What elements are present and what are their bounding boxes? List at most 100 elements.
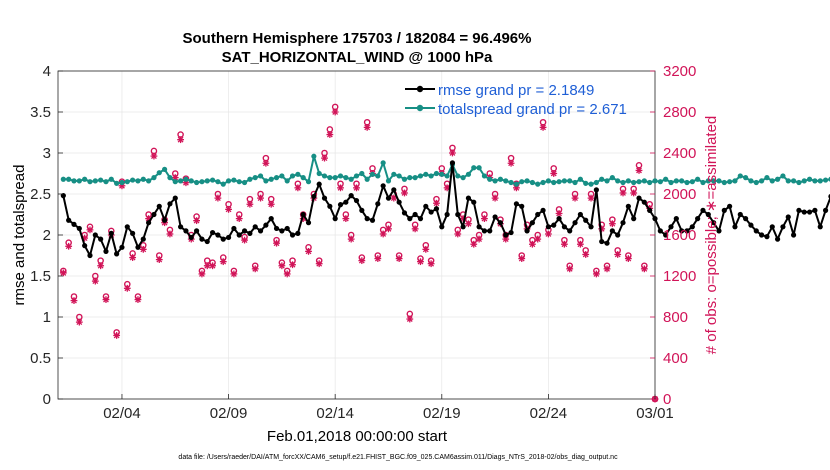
spread-point (481, 173, 488, 179)
left-tick-label: 3 (43, 145, 51, 162)
x-tick-label: 02/09 (210, 405, 248, 422)
spread-point (817, 178, 823, 184)
obs-assimilated-marker (491, 194, 499, 202)
rmse-point (98, 236, 104, 242)
obs-assimilated-marker (363, 123, 371, 131)
spread-point (636, 179, 642, 185)
rmse-point (135, 244, 141, 250)
rmse-point (284, 225, 290, 232)
spread-point (247, 176, 253, 182)
legend-spread-marker (416, 104, 424, 112)
obs-assimilated-marker (86, 226, 94, 234)
spread-point (146, 178, 152, 184)
spread-point (188, 178, 194, 184)
obs-assimilated-marker (566, 265, 574, 273)
obs-assimilated-marker (241, 236, 248, 244)
obs-assimilated-marker (624, 255, 632, 262)
rmse-point (114, 251, 120, 257)
spread-point (753, 179, 759, 186)
obs-assimilated-marker (395, 255, 403, 262)
left-tick-label: 4 (43, 63, 51, 80)
spread-point (167, 175, 173, 181)
spread-point (806, 176, 813, 182)
spread-point (231, 177, 237, 183)
rmse-point (172, 195, 178, 201)
spread-point (385, 178, 392, 184)
spread-point (774, 176, 781, 182)
obs-assimilated-marker (166, 230, 174, 238)
spread-point (423, 171, 429, 177)
rmse-point (162, 217, 168, 223)
rmse-point (300, 211, 306, 218)
rmse-point (177, 224, 184, 230)
obs-assimilated-marker (59, 269, 67, 277)
obs-assimilated-marker (587, 194, 595, 202)
spread-point (401, 176, 408, 182)
spread-point (391, 171, 397, 177)
right-axis-ticks: 0 400 800 1200 1600 2000 2400 2800 3200 (650, 63, 696, 408)
rmse-point (439, 224, 445, 230)
obs-assimilated-marker (251, 265, 259, 273)
rmse-point (476, 224, 482, 230)
spread-point (689, 179, 695, 185)
obs-assimilated-marker (134, 296, 142, 303)
spread-point (263, 178, 269, 184)
obs-assimilated-marker (150, 152, 158, 160)
obs-assimilated-marker (123, 284, 131, 292)
spread-point (513, 181, 520, 187)
obs-assimilated-marker (534, 235, 542, 243)
rmse-point (199, 236, 205, 242)
spread-point (300, 175, 306, 181)
rmse-point (716, 228, 722, 234)
spread-point (652, 178, 658, 184)
obs-assimilated-marker (75, 318, 83, 326)
spread-point (71, 178, 77, 184)
obs-assimilated-marker (214, 194, 222, 202)
left-tick-label: 1.5 (30, 268, 51, 285)
obs-assimilated-marker (427, 260, 435, 268)
rmse-point (151, 211, 157, 218)
rmse-point (76, 225, 82, 232)
rmse-point (268, 216, 274, 222)
rmse-point (103, 248, 109, 254)
spread-point (465, 171, 472, 177)
obs-assimilated-marker (321, 154, 328, 162)
rmse-point (743, 216, 749, 222)
x-axis-label: Feb.01,2018 00:00:00 start (267, 428, 448, 445)
obs-assimilated-marker (219, 258, 227, 266)
spread-point (236, 179, 242, 185)
spread-point (588, 181, 594, 187)
right-tick-label: 2800 (663, 104, 696, 121)
rmse-point (124, 224, 130, 230)
spread-point (76, 178, 82, 184)
obs-assimilated-marker (379, 230, 387, 238)
rmse-point (364, 216, 370, 222)
obs-assimilated-marker (209, 262, 216, 270)
rmse-point (289, 232, 296, 238)
obs-assimilated-marker (305, 248, 312, 255)
rmse-point (146, 220, 152, 226)
spread-point (679, 178, 685, 184)
spread-point (82, 176, 88, 182)
y-axis-right-label: # of obs: o=possible; ∗=assimilated (703, 116, 720, 355)
rmse-point (455, 211, 461, 218)
rmse-point (167, 201, 173, 207)
rmse-point (796, 207, 802, 213)
spread-point (289, 173, 296, 179)
rmse-point (748, 222, 754, 228)
spread-point (673, 178, 679, 184)
obs-assimilated-marker (608, 220, 616, 228)
obs-assimilated-marker (518, 255, 526, 262)
spread-point (583, 180, 589, 186)
rmse-point (401, 210, 408, 216)
spread-point (220, 181, 226, 187)
rmse-point (444, 211, 450, 218)
spread-point (535, 181, 541, 187)
spread-point (130, 177, 136, 183)
rmse-point (231, 225, 237, 232)
spread-point (177, 178, 184, 184)
rmse-point (641, 199, 647, 205)
rmse-point (465, 195, 472, 201)
rmse-point (108, 230, 114, 236)
rmse-point (663, 232, 669, 238)
